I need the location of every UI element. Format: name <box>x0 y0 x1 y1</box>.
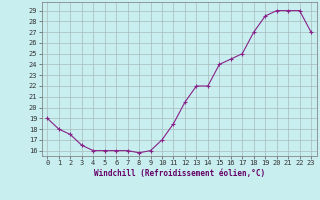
X-axis label: Windchill (Refroidissement éolien,°C): Windchill (Refroidissement éolien,°C) <box>94 169 265 178</box>
